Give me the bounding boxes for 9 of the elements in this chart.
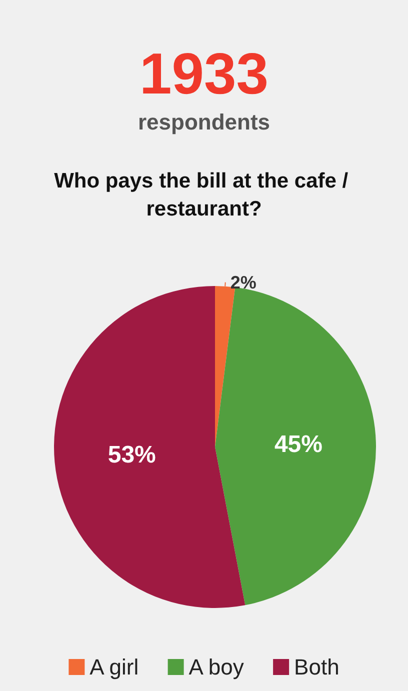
legend-label: A girl bbox=[90, 654, 139, 680]
chart-title: Who pays the bill at the cafe / restaurant? bbox=[54, 170, 354, 220]
data-label: 53% bbox=[108, 441, 156, 468]
legend-label: A boy bbox=[188, 654, 244, 680]
legend-label: Both bbox=[294, 654, 340, 680]
text: respondents bbox=[138, 110, 270, 134]
data-label: 45% bbox=[274, 430, 322, 458]
text: 1933 bbox=[139, 42, 269, 106]
data-label: 2% bbox=[230, 272, 256, 292]
